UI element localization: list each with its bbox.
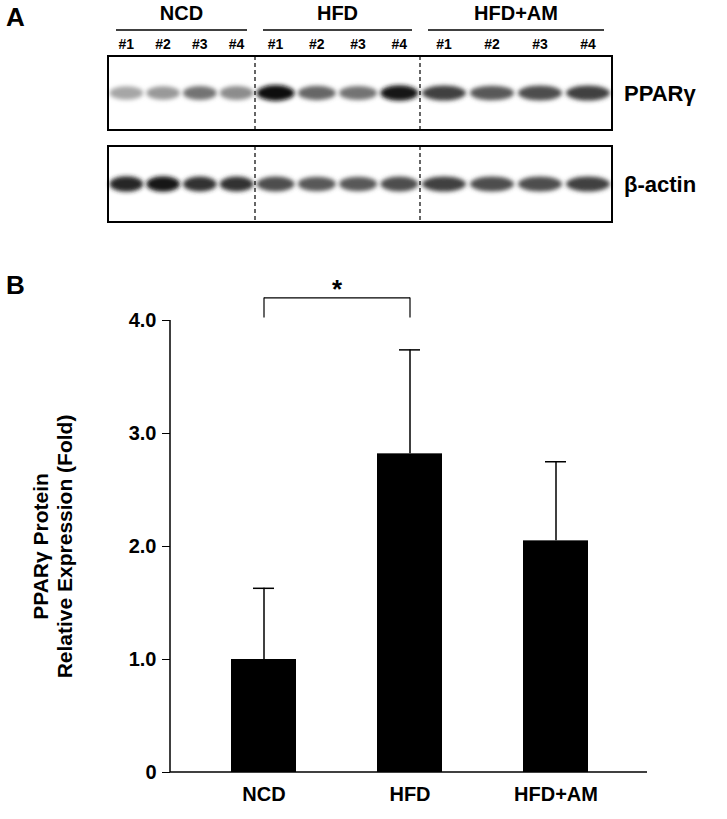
svg-text:#1: #1 <box>119 36 135 52</box>
svg-text:#4: #4 <box>229 36 245 52</box>
svg-text:NCD: NCD <box>160 2 203 24</box>
svg-text:2.0: 2.0 <box>129 535 157 557</box>
svg-text:#2: #2 <box>309 36 325 52</box>
svg-text:*: * <box>332 274 343 304</box>
svg-text:#4: #4 <box>392 36 408 52</box>
svg-text:HFD: HFD <box>389 783 430 805</box>
svg-text:1.0: 1.0 <box>129 648 157 670</box>
svg-text:#1: #1 <box>436 36 452 52</box>
svg-text:0: 0 <box>145 761 156 783</box>
svg-text:#1: #1 <box>268 36 284 52</box>
html-text:B: B <box>6 270 25 300</box>
svg-text:PPARγ ProteinRelative Expressi: PPARγ ProteinRelative Expression (Fold) <box>29 415 76 679</box>
svg-text:HFD+AM: HFD+AM <box>474 2 558 24</box>
svg-text:#3: #3 <box>532 36 548 52</box>
svg-text:4.0: 4.0 <box>129 309 157 331</box>
svg-text:3.0: 3.0 <box>129 422 157 444</box>
svg-text:PPARγ: PPARγ <box>624 81 696 106</box>
svg-text:NCD: NCD <box>242 783 285 805</box>
svg-text:#2: #2 <box>155 36 171 52</box>
svg-text:β-actin: β-actin <box>624 172 696 197</box>
svg-text:#3: #3 <box>192 36 208 52</box>
svg-text:A: A <box>6 2 25 32</box>
svg-text:HFD+AM: HFD+AM <box>514 783 598 805</box>
svg-text:#4: #4 <box>580 36 596 52</box>
svg-text:#2: #2 <box>484 36 500 52</box>
svg-text:#3: #3 <box>350 36 366 52</box>
svg-text:HFD: HFD <box>317 2 358 24</box>
